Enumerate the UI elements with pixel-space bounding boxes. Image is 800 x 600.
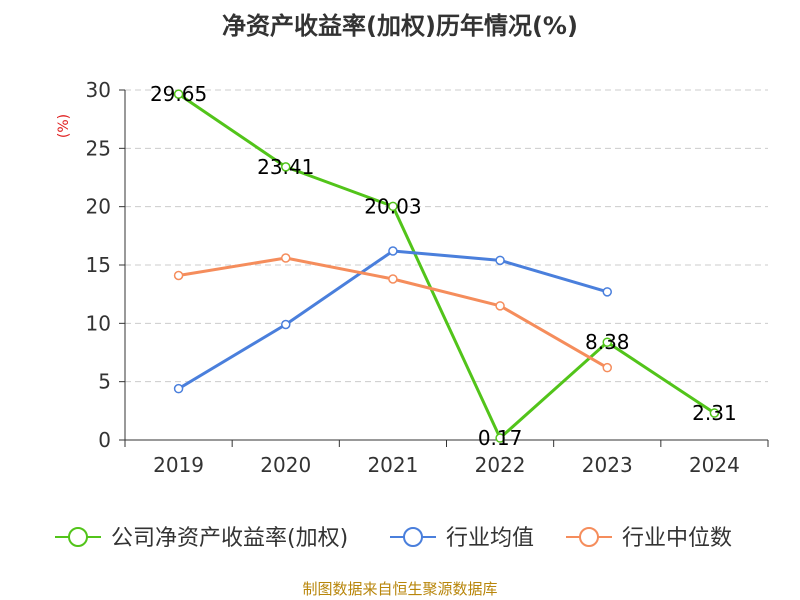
data-label: 2.31 [692,401,737,425]
y-axis-label: (%) [56,114,72,138]
series-group [173,89,720,443]
y-tick-label: 10 [86,311,111,335]
data-point [281,162,291,172]
data-point [388,274,398,284]
x-tick-label: 2021 [367,453,418,477]
data-point [495,255,505,266]
data-point [602,287,612,297]
legend-marker [403,527,423,547]
data-point [173,270,184,281]
data-point [602,362,612,373]
legend-item: 公司净资产收益率(加权) [55,526,348,551]
data-label: 8.38 [585,330,630,354]
data-label: 0.17 [478,426,523,450]
data-point [281,253,291,263]
legend-item: 行业中位数 [566,526,732,551]
y-tick-label: 0 [98,428,111,452]
legend-label: 行业中位数 [622,526,732,551]
series-line [177,92,716,440]
data-point [495,301,505,311]
legend: 公司净资产收益率(加权) 行业均值 行业中位数 [55,526,732,551]
data-label: 29.65 [150,82,207,106]
data-point [173,89,184,99]
x-tick-label: 2024 [689,453,740,477]
chart-title: 净资产收益率(加权)历年情况(%) [222,12,578,40]
data-point [388,246,398,256]
y-tick-label: 30 [86,78,111,102]
legend-item: 行业均值 [390,526,534,551]
y-tick-label: 25 [86,136,111,160]
y-tick-label: 20 [86,195,111,219]
data-labels: 29.65 23.41 20.03 0.17 8.38 2.31 [150,82,737,450]
legend-marker [579,527,599,547]
legend-label: 行业均值 [446,526,534,551]
data-point [709,408,720,418]
x-tick-label: 2019 [153,453,204,477]
y-tick-label: 5 [98,370,111,394]
legend-marker [68,527,88,547]
x-tick-label: 2023 [582,453,633,477]
grid-lines [125,89,768,383]
data-label: 23.41 [257,155,314,179]
series-line [177,249,608,390]
y-tick-label: 15 [86,253,111,277]
x-axis-ticks: 2019 2020 2021 2022 2023 2024 [124,440,769,477]
data-point [602,337,612,347]
data-point [173,383,184,394]
x-tick-label: 2022 [475,453,526,477]
data-point [388,201,398,212]
legend-label: 公司净资产收益率(加权) [111,526,348,551]
data-label: 20.03 [364,194,421,218]
source-note: 制图数据来自恒生聚源数据库 [302,580,498,598]
x-tick-label: 2020 [260,453,311,477]
y-axis-ticks: 0 5 10 15 20 25 30 [86,78,125,452]
data-point [281,319,291,330]
data-point [495,433,505,443]
